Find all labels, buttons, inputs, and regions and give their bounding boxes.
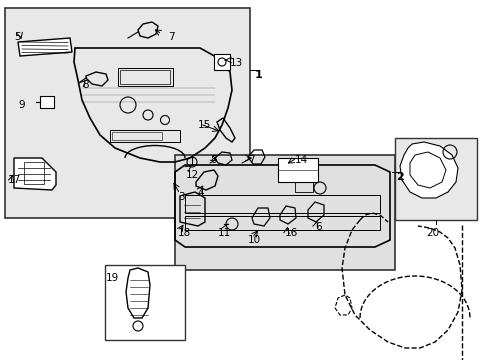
Text: 3: 3 bbox=[178, 192, 184, 202]
Bar bbox=[294, 180, 312, 192]
Bar bbox=[5, 8, 249, 218]
Bar bbox=[184, 216, 379, 230]
Bar bbox=[24, 162, 44, 184]
Bar bbox=[110, 130, 180, 142]
Text: 1: 1 bbox=[254, 70, 262, 80]
Text: 6: 6 bbox=[314, 222, 321, 232]
Text: 9: 9 bbox=[18, 100, 24, 110]
Text: 19: 19 bbox=[106, 273, 119, 283]
Polygon shape bbox=[14, 158, 56, 190]
Text: 11: 11 bbox=[218, 228, 231, 238]
Bar bbox=[105, 265, 184, 340]
Polygon shape bbox=[18, 38, 72, 56]
Text: 5: 5 bbox=[14, 32, 20, 42]
Text: 18: 18 bbox=[178, 228, 191, 238]
Text: 7: 7 bbox=[168, 32, 174, 42]
Bar bbox=[175, 155, 394, 270]
Bar bbox=[214, 54, 229, 70]
Bar bbox=[112, 132, 162, 140]
Text: 8: 8 bbox=[209, 155, 216, 165]
Text: 13: 13 bbox=[229, 58, 243, 68]
Text: 8: 8 bbox=[82, 80, 88, 90]
Text: 16: 16 bbox=[285, 228, 298, 238]
Text: 17: 17 bbox=[8, 175, 21, 185]
Text: 15: 15 bbox=[198, 120, 211, 130]
Text: 2: 2 bbox=[395, 172, 403, 182]
Text: 7: 7 bbox=[247, 155, 254, 165]
Text: 10: 10 bbox=[247, 235, 261, 245]
Bar bbox=[118, 68, 173, 86]
Polygon shape bbox=[399, 142, 457, 198]
Bar bbox=[394, 138, 476, 220]
Text: 14: 14 bbox=[294, 155, 307, 165]
Text: 4: 4 bbox=[197, 188, 203, 198]
Text: 12: 12 bbox=[185, 170, 199, 180]
Text: 20: 20 bbox=[425, 228, 438, 238]
Bar bbox=[278, 158, 317, 182]
Bar bbox=[184, 195, 379, 213]
Bar bbox=[120, 70, 170, 84]
Bar bbox=[40, 96, 54, 108]
